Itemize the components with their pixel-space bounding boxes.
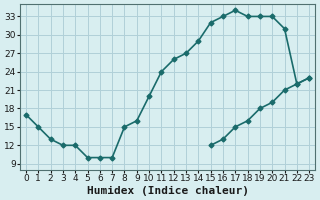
X-axis label: Humidex (Indice chaleur): Humidex (Indice chaleur) [87, 186, 249, 196]
